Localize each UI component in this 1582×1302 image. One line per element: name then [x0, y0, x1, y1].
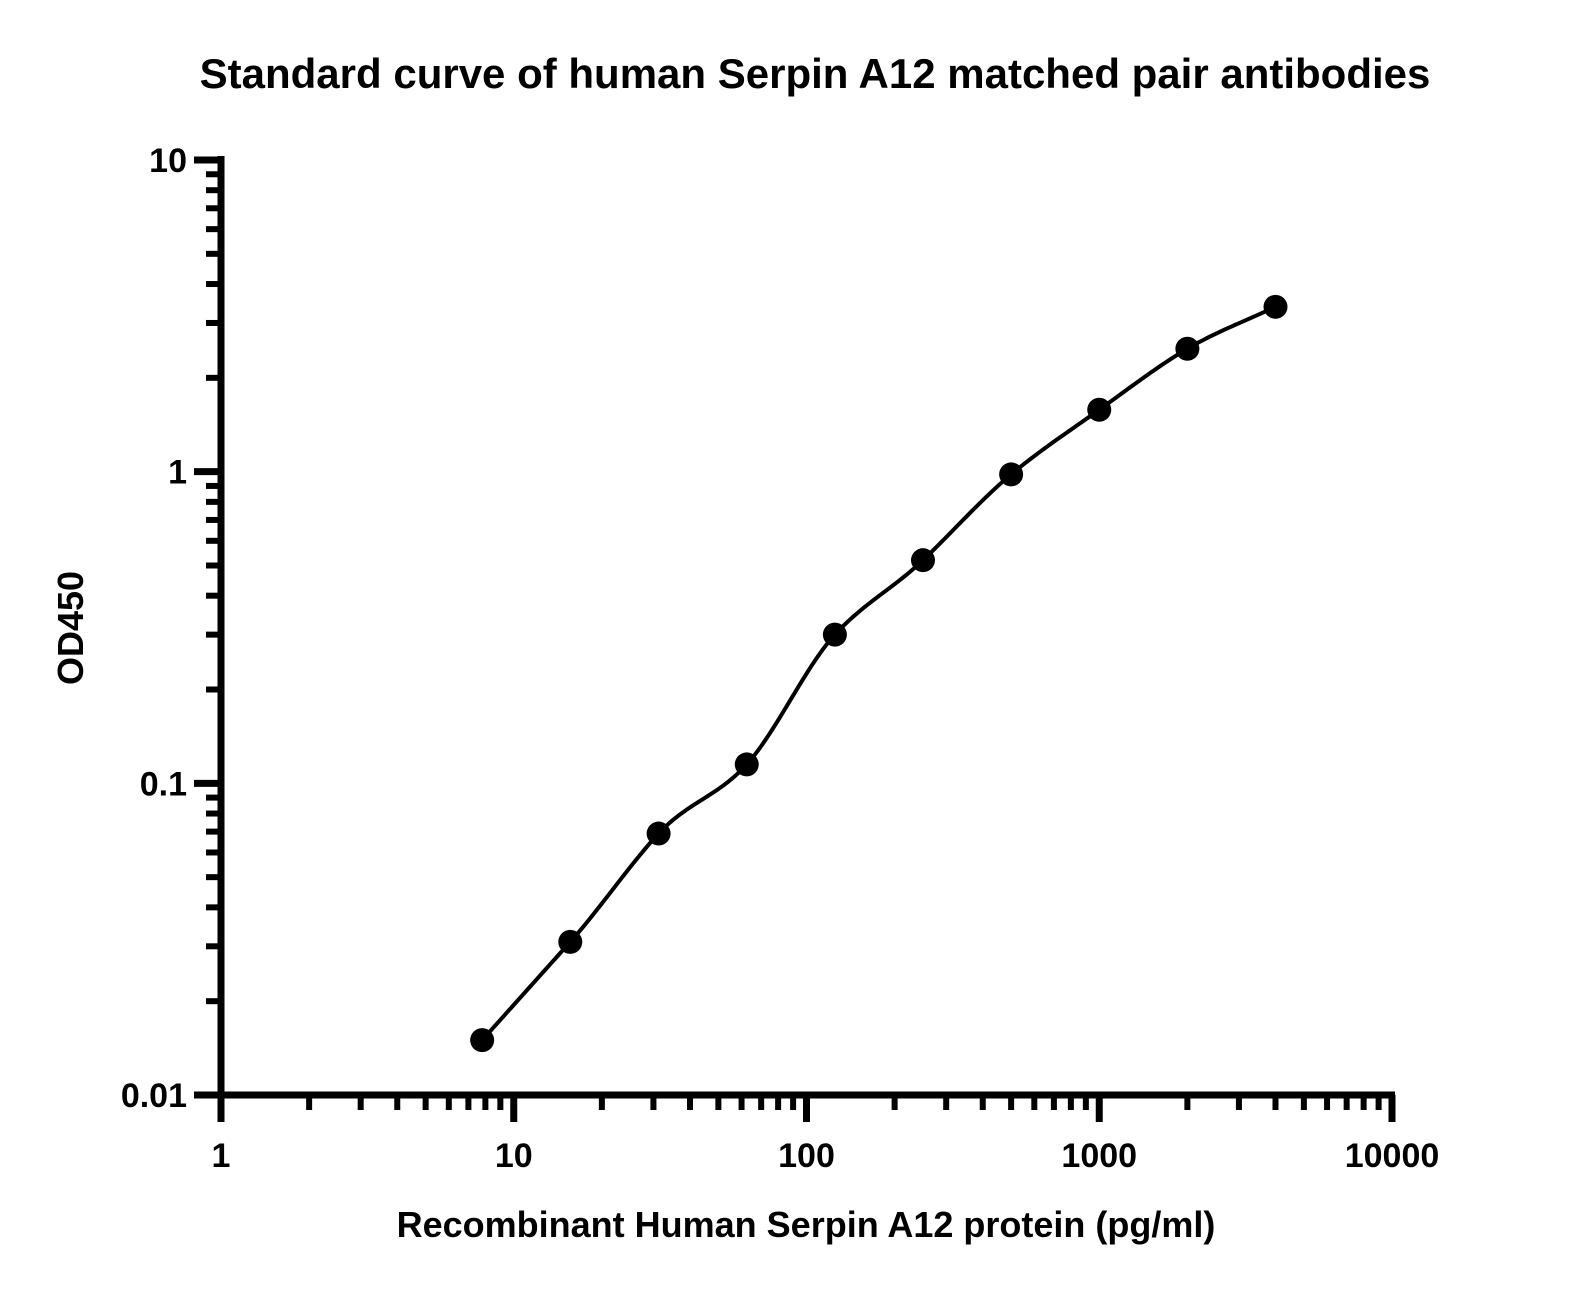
data-point: [999, 462, 1024, 487]
fit-curve-layer: [480, 304, 1278, 1043]
x-axis-title: Recombinant Human Serpin A12 protein (pg…: [397, 1204, 1216, 1245]
y-axis-title-group: OD450: [50, 571, 91, 685]
y-tick-label: 0.01: [121, 1077, 187, 1115]
y-tick-label: 1: [168, 454, 187, 492]
data-point: [1087, 397, 1112, 422]
data-point: [734, 752, 759, 777]
x-tick-label: 10: [495, 1137, 533, 1175]
y-axis-tick-labels: 0.01 0.1 1 10: [121, 142, 187, 1115]
data-point: [822, 622, 847, 647]
data-point: [558, 929, 583, 954]
x-axis-tick-labels: 1 10 100 1000 10000: [212, 1137, 1440, 1175]
y-tick-label: 0.1: [140, 765, 187, 803]
axes: [217, 156, 1395, 1099]
data-point: [646, 821, 671, 846]
data-point: [470, 1028, 495, 1053]
y-axis-title: OD450: [50, 571, 91, 685]
y-axis-ticks: [194, 156, 221, 1099]
x-tick-label: 100: [778, 1137, 835, 1175]
x-tick-label: 1: [212, 1137, 231, 1175]
chart-title: Standard curve of human Serpin A12 match…: [200, 50, 1431, 97]
data-points: [470, 294, 1288, 1053]
x-axis-ticks: [217, 1095, 1396, 1122]
y-tick-label: 10: [149, 142, 187, 180]
x-tick-label: 1000: [1061, 1137, 1137, 1175]
data-point: [1175, 336, 1200, 361]
fit-curve: [480, 304, 1278, 1043]
x-tick-label: 10000: [1345, 1137, 1440, 1175]
data-point: [1263, 294, 1288, 319]
data-point: [910, 548, 935, 573]
